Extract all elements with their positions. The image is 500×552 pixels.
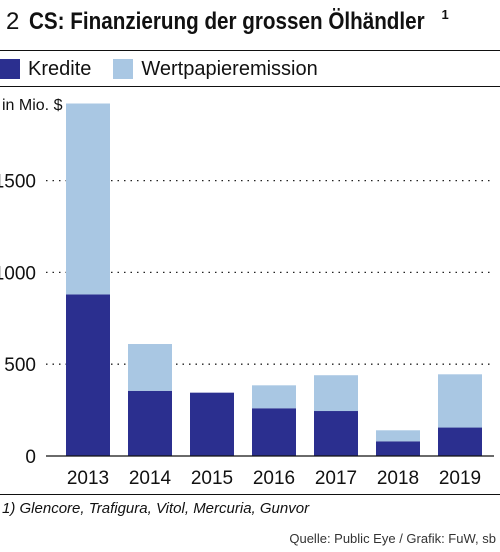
x-tick-label-2019: 2019 [439, 468, 481, 489]
bar-2016-kredite [252, 408, 296, 456]
chart-number: 2 [6, 8, 20, 35]
legend-item-wertpapier: Wertpapieremission [113, 57, 318, 81]
x-tick-label-2014: 2014 [129, 468, 172, 489]
y-tick-label-1000: 1000 [0, 263, 36, 284]
source-credit: Quelle: Public Eye / Grafik: FuW, sb [289, 531, 496, 546]
y-tick-label-500: 500 [4, 355, 36, 376]
bar-2015-kredite [190, 392, 234, 456]
bar-2019-kredite [438, 427, 482, 456]
x-tick-label-2017: 2017 [315, 468, 357, 489]
bar-2018-kredite [376, 441, 420, 456]
x-tick-label-2015: 2015 [191, 468, 233, 489]
legend-swatch-wertpapier [113, 59, 134, 79]
bar-2014-kredite [128, 390, 172, 456]
bar-2013-wertpapier [66, 103, 110, 295]
footnote: 1) Glencore, Trafigura, Vitol, Mercuria,… [2, 500, 310, 517]
bar-2016-wertpapier [252, 385, 296, 409]
x-tick-label-2018: 2018 [377, 468, 419, 489]
legend-label-wertpapier: Wertpapieremission [141, 57, 318, 80]
x-tick-label-2013: 2013 [67, 468, 109, 489]
chart-title-text: CS: Finanzierung der grossen Ölhändler [29, 8, 426, 35]
bar-2018-wertpapier [376, 430, 420, 442]
legend-divider [0, 86, 500, 87]
bar-2017-wertpapier [314, 375, 358, 412]
legend-swatch-kredite [0, 59, 20, 79]
bar-2014-wertpapier [128, 344, 172, 391]
x-tick-label-2016: 2016 [253, 468, 295, 489]
legend-item-kredite: Kredite [0, 58, 91, 81]
y-tick-label-0: 0 [25, 447, 36, 468]
title-divider [0, 50, 500, 51]
legend: Kredite Wertpapieremission [0, 56, 340, 82]
bar-2013-kredite [66, 294, 110, 456]
legend-label-kredite: Kredite [28, 57, 92, 80]
stacked-bar-chart: in Mio. $ 0 500 1000 1500 2013 2014 2015 2016 201… [0, 97, 494, 489]
bar-2019-wertpapier [438, 374, 482, 428]
chart-title: 2 CS: Finanzierung der grossen Ölhändler… [6, 7, 449, 44]
y-axis-label: in Mio. $ [2, 97, 63, 114]
footnote-marker: 1 [441, 7, 449, 22]
y-tick-label-1500: 1500 [0, 172, 36, 193]
bar-2017-kredite [314, 411, 358, 456]
footnote-divider [0, 494, 500, 495]
